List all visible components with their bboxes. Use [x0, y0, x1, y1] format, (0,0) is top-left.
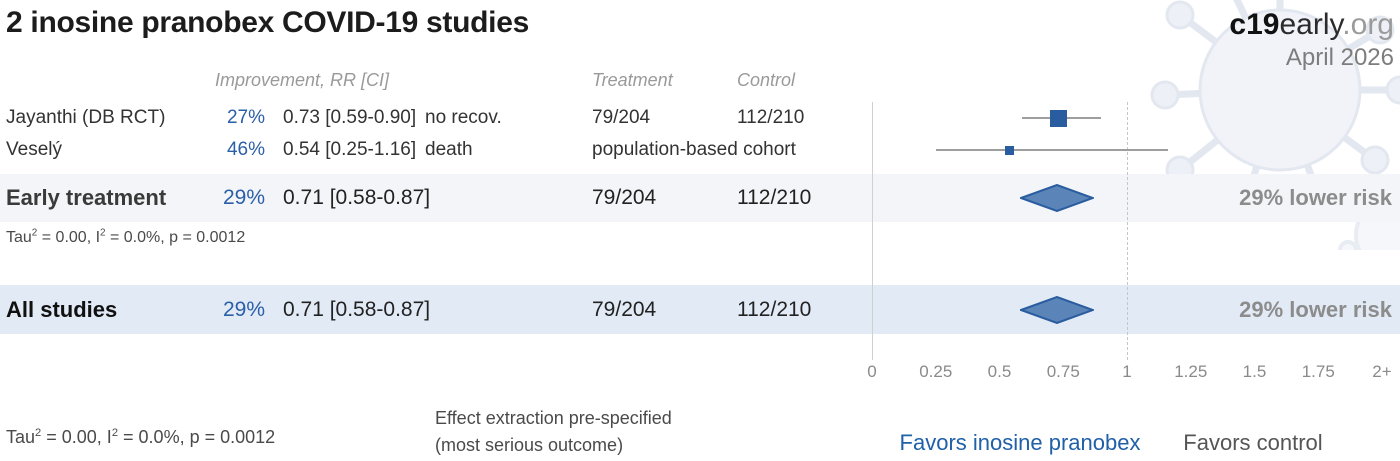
summary-row-early-treatment: Early treatment 29% 0.71 [0.58-0.87] 79/… — [0, 174, 1400, 222]
summary-name: All studies — [6, 297, 118, 322]
heterogeneity-stats-all: Tau2 = 0.00, I2 = 0.0%, p = 0.0012 — [6, 427, 275, 448]
stats-tail-text: = 0.0%, p = 0.0012 — [105, 229, 246, 246]
study-rr-ci: 0.54 [0.25-1.16] — [283, 139, 417, 160]
axis-gridline-1 — [1127, 102, 1128, 360]
summary-treatment-count: 79/204 — [592, 298, 657, 321]
stats-tau-sup: 2 — [35, 427, 42, 439]
axis-tick-label: 1.5 — [1242, 362, 1267, 381]
stats-mid-text: = 0.00, I — [41, 427, 112, 447]
effect-note-line1: Effect extraction pre-specified — [435, 408, 672, 428]
summary-rr-ci: 0.71 [0.58-0.87] — [283, 298, 431, 321]
stats-mid-text: = 0.00, I — [37, 229, 101, 246]
logo-org: .org — [1342, 8, 1394, 41]
effect-extraction-note: Effect extraction pre-specified (most se… — [435, 405, 672, 459]
summary-name: Early treatment — [6, 185, 167, 210]
summary-risk-label: 29% lower risk — [1239, 185, 1392, 210]
study-cohort-note: population-based cohort — [592, 139, 796, 160]
favors-treatment-label: Favors inosine pranobex — [899, 430, 1141, 455]
axis-tick-label: 0.5 — [987, 362, 1012, 381]
stats-i-sup: 2 — [100, 227, 106, 239]
summary-row-all-studies: All studies 29% 0.71 [0.58-0.87] 79/204 … — [0, 285, 1400, 334]
column-header-improvement: Improvement, RR [CI] — [215, 70, 390, 90]
axis-tick-label: 2+ — [1372, 362, 1392, 381]
study-outcome: no recov. — [425, 107, 502, 128]
axis-tick-label: 1.25 — [1174, 362, 1208, 381]
study-name[interactable]: Veselý — [6, 139, 62, 160]
study-name[interactable]: Jayanthi (DB RCT) — [6, 107, 166, 128]
logo-early: early — [1279, 8, 1343, 41]
favors-control-label: Favors control — [1183, 430, 1323, 455]
summary-risk-label: 29% lower risk — [1239, 297, 1392, 322]
report-date: April 2026 — [1285, 44, 1394, 71]
summary-improvement-pct: 29% — [222, 186, 265, 209]
table-row-vesely[interactable]: Veselý 46% 0.54 [0.25-1.16] death popula… — [0, 134, 860, 166]
marker-square-vesely — [1005, 145, 1015, 155]
axis-tick-label: 0.25 — [919, 362, 953, 381]
axis-tick-label: 1 — [1122, 362, 1132, 381]
axis-tick-label: 0.75 — [1046, 362, 1080, 381]
logo-c19: c19 — [1229, 8, 1280, 41]
marker-square-jayanthi — [1049, 109, 1067, 127]
marker-diamond-early — [1017, 183, 1096, 213]
marker-diamond-all — [1017, 295, 1096, 325]
heterogeneity-stats-early: Tau2 = 0.00, I2 = 0.0%, p = 0.0012 — [6, 227, 246, 247]
axis-tick-label: 0 — [867, 362, 877, 381]
summary-control-count: 112/210 — [737, 186, 812, 209]
stats-i-sup: 2 — [111, 427, 119, 439]
stats-tau-sup: 2 — [31, 227, 38, 239]
study-control-count: 112/210 — [737, 107, 805, 128]
axis-gridline-0 — [872, 102, 873, 360]
summary-rr-ci: 0.71 [0.58-0.87] — [283, 186, 431, 209]
stats-tau: Tau — [6, 427, 36, 447]
effect-note-line2: (most serious outcome) — [435, 435, 624, 455]
stats-tail-text: = 0.0%, p = 0.0012 — [118, 427, 276, 447]
site-logo[interactable]: c19early.org — [1229, 8, 1394, 42]
study-treatment-count: 79/204 — [592, 107, 651, 128]
study-improvement-pct: 46% — [226, 139, 265, 160]
study-rr-ci: 0.73 [0.59-0.90] — [283, 107, 417, 128]
summary-treatment-count: 79/204 — [592, 186, 657, 209]
axis-tick-label: 1.75 — [1301, 362, 1335, 381]
summary-control-count: 112/210 — [737, 298, 812, 321]
stats-tau: Tau — [6, 229, 32, 246]
ci-line-vesely — [935, 149, 1168, 151]
summary-improvement-pct: 29% — [222, 298, 265, 321]
column-header-control: Control — [737, 70, 796, 90]
table-row-jayanthi[interactable]: Jayanthi (DB RCT) 27% 0.73 [0.59-0.90] n… — [0, 102, 860, 134]
study-improvement-pct: 27% — [226, 107, 265, 128]
column-header-treatment: Treatment — [592, 70, 673, 90]
study-outcome: death — [425, 139, 473, 160]
page-title: 2 inosine pranobex COVID-19 studies — [6, 6, 529, 39]
